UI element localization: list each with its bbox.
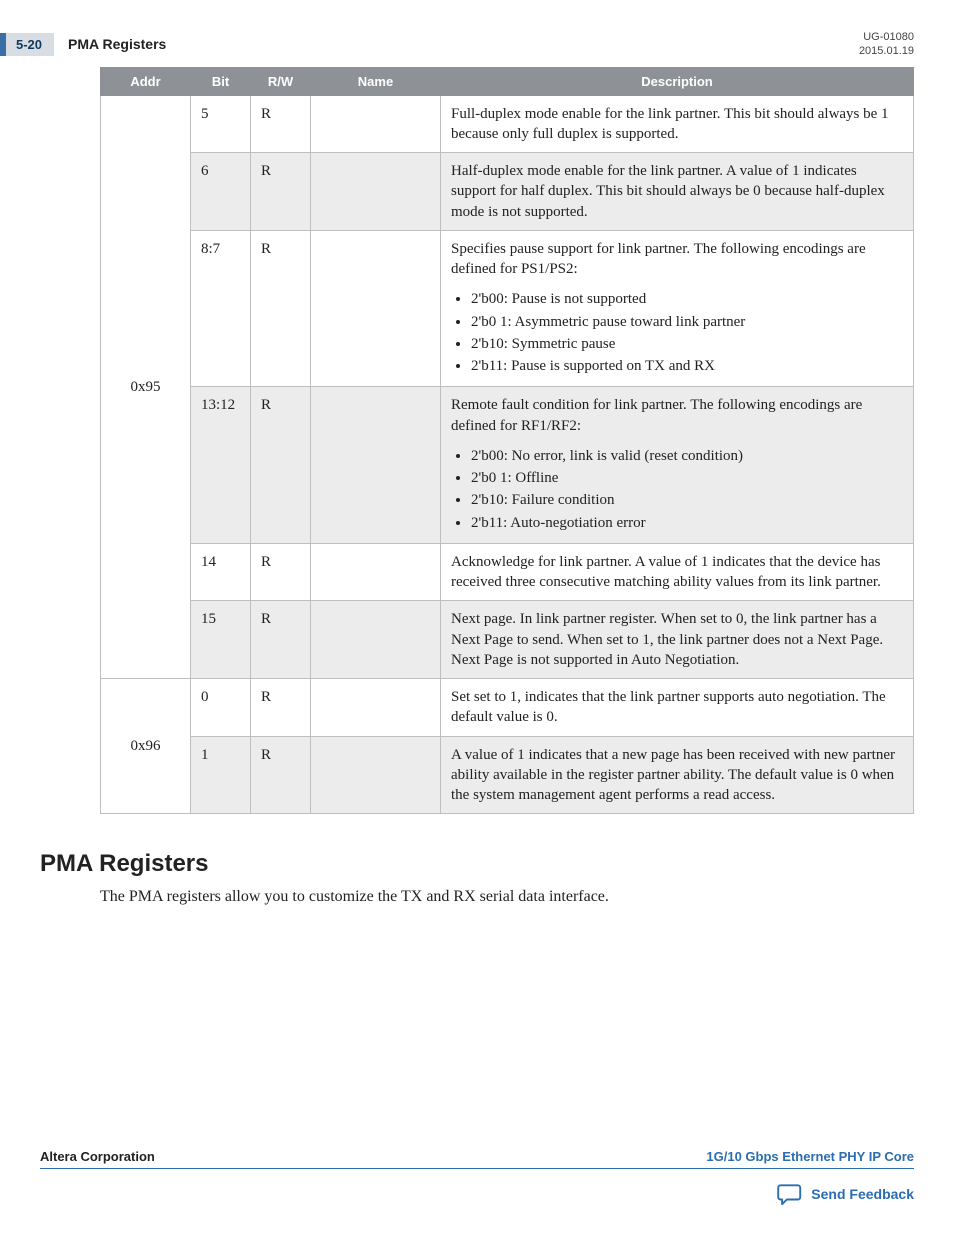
cell-bit: 8:7 — [191, 230, 251, 387]
table-row: 1R A value of 1 indicates that a new page… — [101, 736, 914, 814]
col-header-bit: Bit — [191, 67, 251, 95]
cell-addr: 0x95 — [101, 95, 191, 679]
list-item: 2'b00: No error, link is valid (reset co… — [471, 446, 903, 466]
footer-rule — [40, 1168, 914, 1169]
cell-name — [311, 230, 441, 387]
table-row: 6R Half-duplex mode enable for the link p… — [101, 153, 914, 231]
cell-rw: R — [251, 230, 311, 387]
table-row: 0x960RSet set to 1, indicates that the l… — [101, 679, 914, 737]
doc-date: 2015.01.19 — [859, 44, 914, 58]
page-number-tag: 5-20 — [0, 33, 54, 56]
cell-rw: R — [251, 736, 311, 814]
cell-rw: R — [251, 601, 311, 679]
col-header-rw: R/W — [251, 67, 311, 95]
cell-name — [311, 543, 441, 601]
cell-description: Set set to 1, indicates that the link pa… — [441, 679, 914, 737]
cell-rw: R — [251, 543, 311, 601]
section-heading: PMA Registers — [40, 850, 914, 878]
col-header-name: Name — [311, 67, 441, 95]
table-row: 15R Next page. In link partner register. … — [101, 601, 914, 679]
page-footer: Altera Corporation 1G/10 Gbps Ethernet P… — [40, 1149, 914, 1205]
cell-bit: 0 — [191, 679, 251, 737]
page-header: 5-20 PMA Registers UG-01080 2015.01.19 — [40, 30, 914, 59]
cell-description: Half-duplex mode enable for the link par… — [441, 153, 914, 231]
cell-rw: R — [251, 387, 311, 544]
list-item: 2'b0 1: Offline — [471, 468, 903, 488]
list-item: 2'b11: Pause is supported on TX and RX — [471, 356, 903, 376]
list-item: 2'b10: Failure condition — [471, 490, 903, 510]
cell-name — [311, 95, 441, 153]
table-row: 0x955RFull-duplex mode enable for the li… — [101, 95, 914, 153]
cell-description: A value of 1 indicates that a new page h… — [441, 736, 914, 814]
table-body: 0x955RFull-duplex mode enable for the li… — [101, 95, 914, 814]
cell-name — [311, 679, 441, 737]
cell-name — [311, 736, 441, 814]
header-right: UG-01080 2015.01.19 — [859, 30, 914, 59]
cell-name — [311, 153, 441, 231]
send-feedback-link[interactable]: Send Feedback — [811, 1186, 914, 1202]
page: 5-20 PMA Registers UG-01080 2015.01.19 A… — [0, 0, 954, 1235]
running-title: PMA Registers — [68, 36, 166, 52]
register-table: Addr Bit R/W Name Description 0x955RFull… — [100, 67, 914, 815]
header-left: 5-20 PMA Registers — [40, 33, 166, 56]
table-row: 13:12R Remote fault condition for link pa… — [101, 387, 914, 544]
cell-bit: 6 — [191, 153, 251, 231]
table-header: Addr Bit R/W Name Description — [101, 67, 914, 95]
cell-description: Next page. In link partner register. Whe… — [441, 601, 914, 679]
footer-doc-title[interactable]: 1G/10 Gbps Ethernet PHY IP Core — [706, 1149, 914, 1164]
cell-name — [311, 387, 441, 544]
list-item: 2'b10: Symmetric pause — [471, 334, 903, 354]
cell-bit: 14 — [191, 543, 251, 601]
cell-description: Acknowledge for link partner. A value of… — [441, 543, 914, 601]
description-list: 2'b00: No error, link is valid (reset co… — [451, 446, 903, 533]
list-item: 2'b00: Pause is not supported — [471, 289, 903, 309]
cell-description: Specifies pause support for link partner… — [441, 230, 914, 387]
cell-rw: R — [251, 679, 311, 737]
table-row: 8:7R Specifies pause support for link par… — [101, 230, 914, 387]
cell-addr: 0x96 — [101, 679, 191, 814]
cell-rw: R — [251, 95, 311, 153]
cell-description: Full-duplex mode enable for the link par… — [441, 95, 914, 153]
section-paragraph: The PMA registers allow you to customize… — [100, 886, 914, 908]
cell-bit: 5 — [191, 95, 251, 153]
cell-bit: 1 — [191, 736, 251, 814]
feedback-row: Send Feedback — [40, 1183, 914, 1205]
cell-description: Remote fault condition for link partner.… — [441, 387, 914, 544]
cell-rw: R — [251, 153, 311, 231]
doc-id: UG-01080 — [859, 30, 914, 44]
cell-name — [311, 601, 441, 679]
list-item: 2'b0 1: Asymmetric pause toward link par… — [471, 312, 903, 332]
col-header-addr: Addr — [101, 67, 191, 95]
cell-bit: 15 — [191, 601, 251, 679]
col-header-description: Description — [441, 67, 914, 95]
list-item: 2'b11: Auto-negotiation error — [471, 513, 903, 533]
feedback-icon[interactable] — [777, 1183, 803, 1205]
footer-company: Altera Corporation — [40, 1149, 155, 1164]
table-row: 14R Acknowledge for link partner. A value… — [101, 543, 914, 601]
description-list: 2'b00: Pause is not supported 2'b0 1: Asy… — [451, 289, 903, 376]
cell-bit: 13:12 — [191, 387, 251, 544]
